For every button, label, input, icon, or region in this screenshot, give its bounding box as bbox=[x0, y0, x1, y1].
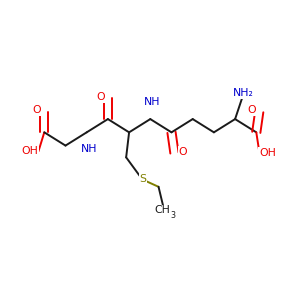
Text: NH₂: NH₂ bbox=[233, 88, 254, 98]
Text: 3: 3 bbox=[170, 211, 175, 220]
Text: OH: OH bbox=[259, 148, 276, 158]
Text: OH: OH bbox=[22, 146, 39, 157]
Text: O: O bbox=[96, 92, 105, 102]
Text: CH: CH bbox=[154, 206, 170, 215]
Text: O: O bbox=[33, 105, 41, 115]
Text: O: O bbox=[178, 147, 187, 157]
Text: O: O bbox=[248, 105, 256, 115]
Text: S: S bbox=[140, 174, 146, 184]
Text: NH: NH bbox=[143, 97, 160, 107]
Text: NH: NH bbox=[81, 144, 97, 154]
